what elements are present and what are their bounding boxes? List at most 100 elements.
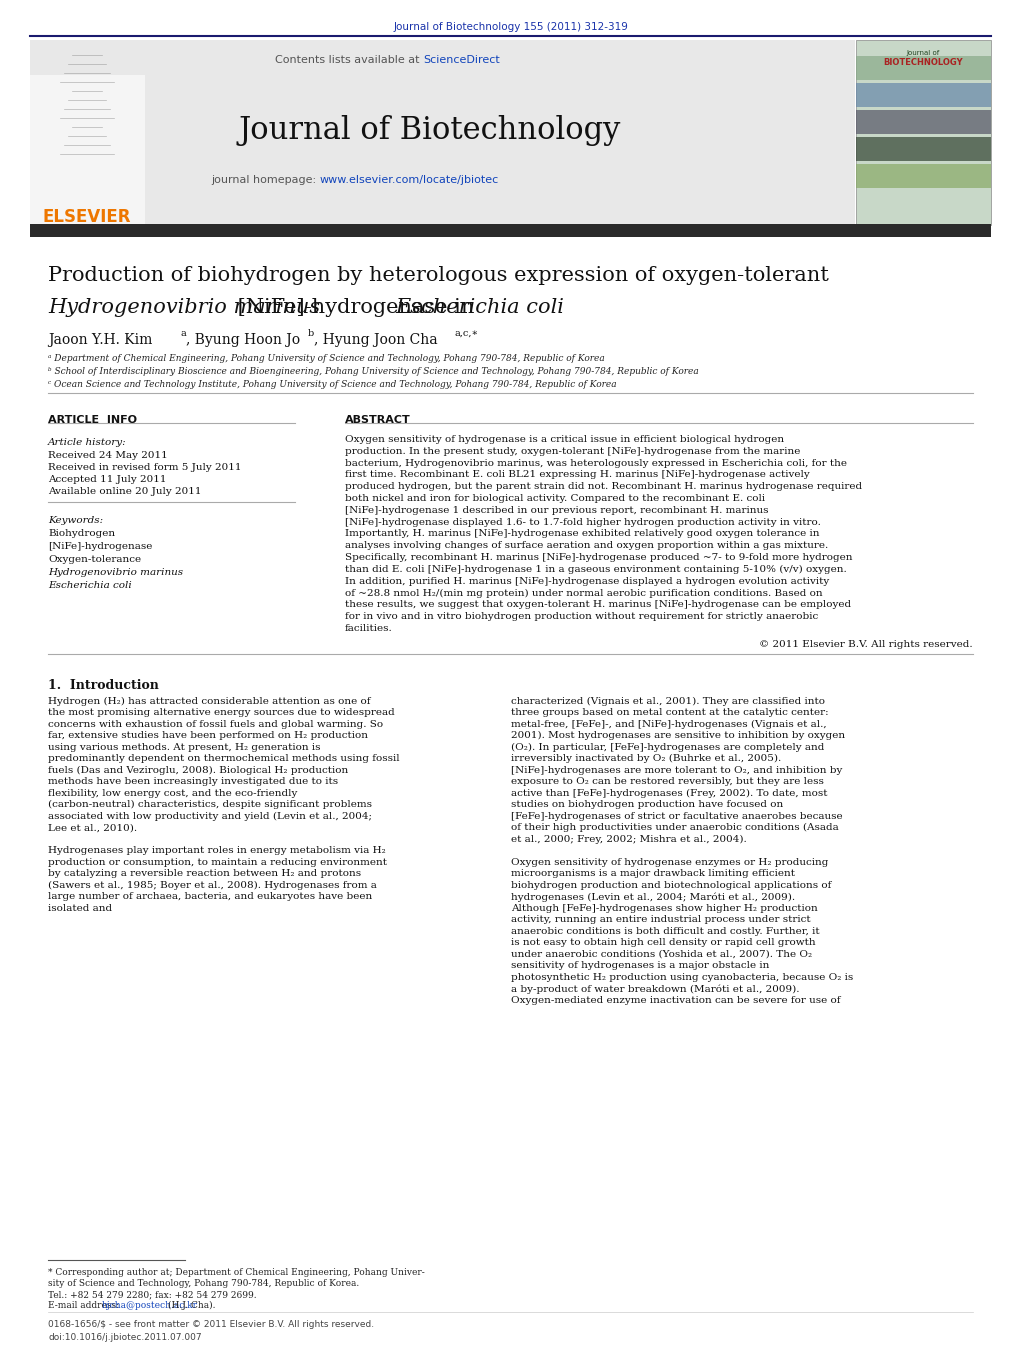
Text: Hydrogenovibrio marinus: Hydrogenovibrio marinus [48, 299, 321, 317]
Text: first time. Recombinant E. coli BL21 expressing H. marinus [NiFe]-hydrogenase ac: first time. Recombinant E. coli BL21 exp… [345, 470, 810, 480]
Text: three groups based on metal content at the catalytic center:: three groups based on metal content at t… [510, 708, 829, 717]
Text: ᵃ Department of Chemical Engineering, Pohang University of Science and Technolog: ᵃ Department of Chemical Engineering, Po… [48, 354, 604, 363]
Text: Journal of: Journal of [907, 50, 939, 55]
Text: production or consumption, to maintain a reducing environment: production or consumption, to maintain a… [48, 858, 387, 866]
Text: under anaerobic conditions (Yoshida et al., 2007). The O₂: under anaerobic conditions (Yoshida et a… [510, 950, 812, 959]
Text: isolated and: isolated and [48, 904, 112, 912]
Text: Keywords:: Keywords: [48, 516, 103, 526]
Text: anaerobic conditions is both difficult and costly. Further, it: anaerobic conditions is both difficult a… [510, 927, 820, 936]
Text: large number of archaea, bacteria, and eukaryotes have been: large number of archaea, bacteria, and e… [48, 892, 373, 901]
Text: 1.  Introduction: 1. Introduction [48, 678, 159, 692]
Text: irreversibly inactivated by O₂ (Buhrke et al., 2005).: irreversibly inactivated by O₂ (Buhrke e… [510, 754, 781, 763]
Bar [856, 55, 991, 80]
Text: [NiFe]-hydrogenases are more tolerant to O₂, and inhibition by: [NiFe]-hydrogenases are more tolerant to… [510, 766, 842, 774]
Text: In addition, purified H. marinus [NiFe]-hydrogenase displayed a hydrogen evoluti: In addition, purified H. marinus [NiFe]-… [345, 577, 829, 585]
Text: 2001). Most hydrogenases are sensitive to inhibition by oxygen: 2001). Most hydrogenases are sensitive t… [510, 731, 845, 740]
Bar [856, 82, 991, 107]
Text: of their high productivities under anaerobic conditions (Asada: of their high productivities under anaer… [510, 823, 838, 832]
Text: Production of biohydrogen by heterologous expression of oxygen-tolerant: Production of biohydrogen by heterologou… [48, 266, 829, 285]
Text: Oxygen sensitivity of hydrogenase enzymes or H₂ producing: Oxygen sensitivity of hydrogenase enzyme… [510, 858, 828, 866]
Text: active than [FeFe]-hydrogenases (Frey, 2002). To date, most: active than [FeFe]-hydrogenases (Frey, 2… [510, 789, 827, 797]
Text: ELSEVIER: ELSEVIER [43, 208, 132, 226]
Text: (H.J. Cha).: (H.J. Cha). [165, 1301, 215, 1310]
Text: Specifically, recombinant H. marinus [NiFe]-hydrogenase produced ~7- to 9-fold m: Specifically, recombinant H. marinus [Ni… [345, 553, 853, 562]
Text: Escherichia coli: Escherichia coli [48, 581, 132, 590]
Text: Hydrogen (H₂) has attracted considerable attention as one of: Hydrogen (H₂) has attracted considerable… [48, 697, 371, 705]
Text: facilities.: facilities. [345, 624, 393, 632]
Bar [856, 109, 991, 134]
Text: [NiFe]-hydrogenase 1 described in our previous report, recombinant H. marinus: [NiFe]-hydrogenase 1 described in our pr… [345, 505, 769, 515]
Text: BIOTECHNOLOGY: BIOTECHNOLOGY [883, 58, 963, 68]
Text: * Corresponding author at; Department of Chemical Engineering, Pohang Univer-: * Corresponding author at; Department of… [48, 1269, 425, 1277]
Text: Oxygen-tolerance: Oxygen-tolerance [48, 555, 141, 563]
Text: et al., 2000; Frey, 2002; Mishra et al., 2004).: et al., 2000; Frey, 2002; Mishra et al.,… [510, 835, 746, 844]
Text: © 2011 Elsevier B.V. All rights reserved.: © 2011 Elsevier B.V. All rights reserved… [760, 639, 973, 648]
Text: Escherichia coli: Escherichia coli [395, 299, 564, 317]
Text: exposure to O₂ can be restored reversibly, but they are less: exposure to O₂ can be restored reversibl… [510, 777, 824, 786]
Text: concerns with exhaustion of fossil fuels and global warming. So: concerns with exhaustion of fossil fuels… [48, 720, 383, 728]
Text: both nickel and iron for biological activity. Compared to the recombinant E. col: both nickel and iron for biological acti… [345, 494, 765, 503]
Text: a: a [180, 330, 186, 338]
Text: flexibility, low energy cost, and the eco-friendly: flexibility, low energy cost, and the ec… [48, 789, 297, 797]
Text: metal-free, [FeFe]-, and [NiFe]-hydrogenases (Vignais et al.,: metal-free, [FeFe]-, and [NiFe]-hydrogen… [510, 720, 827, 728]
Text: Importantly, H. marinus [NiFe]-hydrogenase exhibited relatively good oxygen tole: Importantly, H. marinus [NiFe]-hydrogena… [345, 530, 820, 539]
Text: the most promising alternative energy sources due to widespread: the most promising alternative energy so… [48, 708, 395, 717]
Text: hjcha@postech.ac.kr: hjcha@postech.ac.kr [102, 1301, 198, 1310]
Text: Jaoon Y.H. Kim: Jaoon Y.H. Kim [48, 332, 152, 347]
Text: [FeFe]-hydrogenases of strict or facultative anaerobes because: [FeFe]-hydrogenases of strict or faculta… [510, 812, 842, 820]
Text: sensitivity of hydrogenases is a major obstacle in: sensitivity of hydrogenases is a major o… [510, 961, 770, 970]
Bar [30, 224, 991, 236]
Text: Oxygen sensitivity of hydrogenase is a critical issue in efficient biological hy: Oxygen sensitivity of hydrogenase is a c… [345, 435, 784, 444]
Bar [30, 76, 145, 226]
Text: sity of Science and Technology, Pohang 790-784, Republic of Korea.: sity of Science and Technology, Pohang 7… [48, 1279, 359, 1288]
Text: www.elsevier.com/locate/jbiotec: www.elsevier.com/locate/jbiotec [320, 176, 499, 185]
Text: (carbon-neutral) characteristics, despite significant problems: (carbon-neutral) characteristics, despit… [48, 800, 372, 809]
Text: journal homepage:: journal homepage: [211, 176, 320, 185]
Text: is not easy to obtain high cell density or rapid cell growth: is not easy to obtain high cell density … [510, 938, 816, 947]
Text: [NiFe]-hydrogenase: [NiFe]-hydrogenase [48, 542, 152, 551]
Text: b: b [308, 330, 314, 338]
Text: Article history:: Article history: [48, 438, 127, 447]
Text: [NiFe]-hydrogenase displayed 1.6- to 1.7-fold higher hydrogen production activit: [NiFe]-hydrogenase displayed 1.6- to 1.7… [345, 517, 821, 527]
Text: than did E. coli [NiFe]-hydrogenase 1 in a gaseous environment containing 5-10% : than did E. coli [NiFe]-hydrogenase 1 in… [345, 565, 846, 574]
Text: ARTICLE  INFO: ARTICLE INFO [48, 415, 137, 426]
Text: associated with low productivity and yield (Levin et al., 2004;: associated with low productivity and yie… [48, 812, 372, 820]
Text: of ~28.8 nmol H₂/(min mg protein) under normal aerobic purification conditions. : of ~28.8 nmol H₂/(min mg protein) under … [345, 589, 823, 597]
Text: activity, running an entire industrial process under strict: activity, running an entire industrial p… [510, 915, 811, 924]
Text: microorganisms is a major drawback limiting efficient: microorganisms is a major drawback limit… [510, 869, 795, 878]
Bar [30, 41, 855, 226]
Text: 0168-1656/$ - see front matter © 2011 Elsevier B.V. All rights reserved.: 0168-1656/$ - see front matter © 2011 El… [48, 1320, 374, 1329]
Text: doi:10.1016/j.jbiotec.2011.07.007: doi:10.1016/j.jbiotec.2011.07.007 [48, 1333, 201, 1342]
Bar [856, 163, 991, 188]
Text: analyses involving changes of surface aeration and oxygen proportion within a ga: analyses involving changes of surface ae… [345, 542, 828, 550]
Text: studies on biohydrogen production have focused on: studies on biohydrogen production have f… [510, 800, 783, 809]
Text: a by-product of water breakdown (Maróti et al., 2009).: a by-product of water breakdown (Maróti … [510, 984, 799, 993]
Text: ScienceDirect: ScienceDirect [423, 55, 499, 65]
Text: ABSTRACT: ABSTRACT [345, 415, 410, 426]
Bar [856, 136, 991, 161]
Text: Journal of Biotechnology: Journal of Biotechnology [239, 115, 621, 146]
Bar [856, 41, 991, 226]
Text: Tel.: +82 54 279 2280; fax: +82 54 279 2699.: Tel.: +82 54 279 2280; fax: +82 54 279 2… [48, 1290, 256, 1300]
Text: Received 24 May 2011: Received 24 May 2011 [48, 451, 167, 459]
Text: characterized (Vignais et al., 2001). They are classified into: characterized (Vignais et al., 2001). Th… [510, 697, 825, 705]
Text: fuels (Das and Veziroglu, 2008). Biological H₂ production: fuels (Das and Veziroglu, 2008). Biologi… [48, 766, 348, 774]
Text: Journal of Biotechnology 155 (2011) 312-319: Journal of Biotechnology 155 (2011) 312-… [393, 22, 629, 32]
Text: methods have been increasingly investigated due to its: methods have been increasingly investiga… [48, 777, 338, 786]
Text: a,c,∗: a,c,∗ [454, 330, 478, 338]
Text: Received in revised form 5 July 2011: Received in revised form 5 July 2011 [48, 463, 242, 471]
Text: Hydrogenases play important roles in energy metabolism via H₂: Hydrogenases play important roles in ene… [48, 846, 386, 855]
Text: biohydrogen production and biotechnological applications of: biohydrogen production and biotechnologi… [510, 881, 831, 889]
Text: hydrogenases (Levin et al., 2004; Maróti et al., 2009).: hydrogenases (Levin et al., 2004; Maróti… [510, 892, 795, 901]
Text: Oxygen-mediated enzyme inactivation can be severe for use of: Oxygen-mediated enzyme inactivation can … [510, 996, 840, 1005]
Text: predominantly dependent on thermochemical methods using fossil: predominantly dependent on thermochemica… [48, 754, 399, 763]
Text: Hydrogenovibrio marinus: Hydrogenovibrio marinus [48, 567, 183, 577]
Text: using various methods. At present, H₂ generation is: using various methods. At present, H₂ ge… [48, 743, 321, 751]
Text: Contents lists available at: Contents lists available at [275, 55, 423, 65]
Text: far, extensive studies have been performed on H₂ production: far, extensive studies have been perform… [48, 731, 368, 740]
Text: ᵇ School of Interdisciplinary Bioscience and Bioengineering, Pohang University o: ᵇ School of Interdisciplinary Bioscience… [48, 367, 698, 376]
Text: for in vivo and in vitro biohydrogen production without requirement for strictly: for in vivo and in vitro biohydrogen pro… [345, 612, 818, 621]
Text: bacterium, Hydrogenovibrio marinus, was heterologously expressed in Escherichia : bacterium, Hydrogenovibrio marinus, was … [345, 458, 847, 467]
Text: , Hyung Joon Cha: , Hyung Joon Cha [314, 332, 438, 347]
Text: photosynthetic H₂ production using cyanobacteria, because O₂ is: photosynthetic H₂ production using cyano… [510, 973, 854, 982]
